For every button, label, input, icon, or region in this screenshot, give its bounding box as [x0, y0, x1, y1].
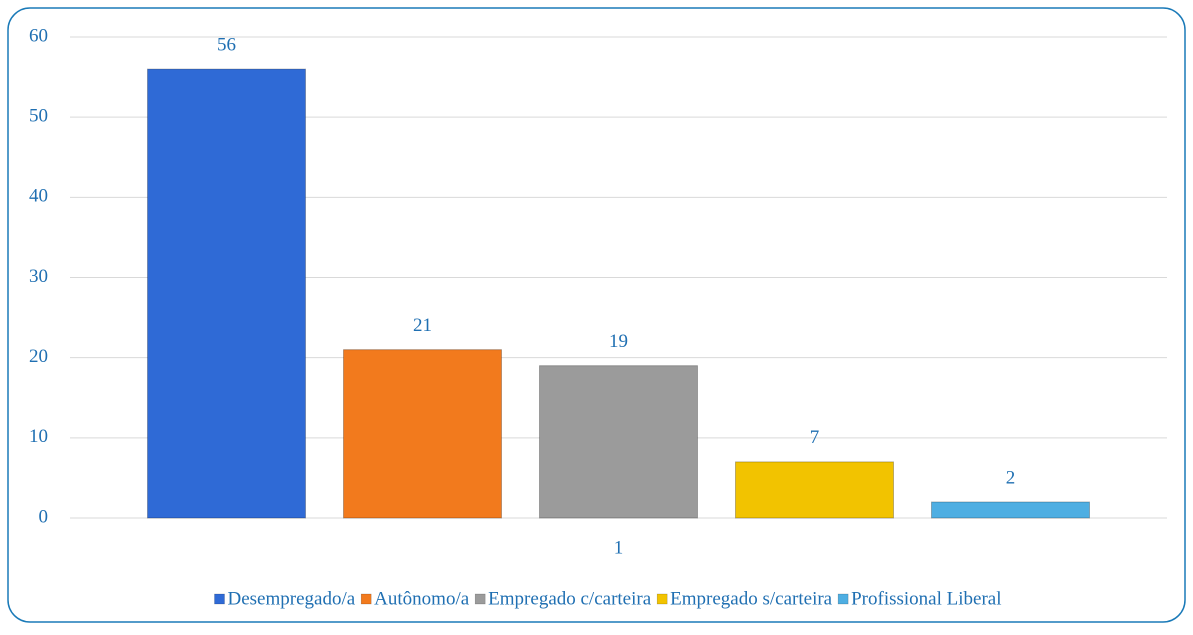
legend-swatch [837, 593, 849, 605]
data-label: 7 [810, 427, 820, 448]
bar [539, 365, 698, 519]
legend-label: Desempregado/a [228, 588, 356, 609]
bar [931, 501, 1090, 519]
legend-label: Empregado c/carteira [488, 588, 652, 609]
data-label: 21 [413, 315, 432, 336]
y-tick-label: 50 [29, 106, 48, 127]
y-tick-label: 30 [29, 266, 48, 287]
legend-swatch [360, 593, 372, 605]
bar [735, 461, 894, 519]
y-tick-label: 60 [29, 25, 48, 46]
legend-label: Autônomo/a [374, 588, 470, 609]
legend-label: Empregado s/carteira [670, 588, 833, 609]
legend-swatch [656, 593, 668, 605]
x-tick-label: 1 [614, 537, 624, 558]
data-label: 2 [1006, 467, 1016, 488]
bar [147, 68, 306, 519]
y-tick-label: 0 [39, 506, 49, 527]
legend-swatch [214, 593, 225, 605]
data-label: 19 [609, 331, 628, 352]
data-label: 56 [217, 34, 236, 55]
y-tick-label: 40 [29, 186, 48, 207]
legend-swatch [474, 593, 486, 605]
bar [343, 349, 502, 519]
y-tick-label: 20 [29, 346, 48, 367]
legend-label: Profissional Liberal [851, 588, 1001, 609]
y-tick-label: 10 [29, 426, 48, 447]
